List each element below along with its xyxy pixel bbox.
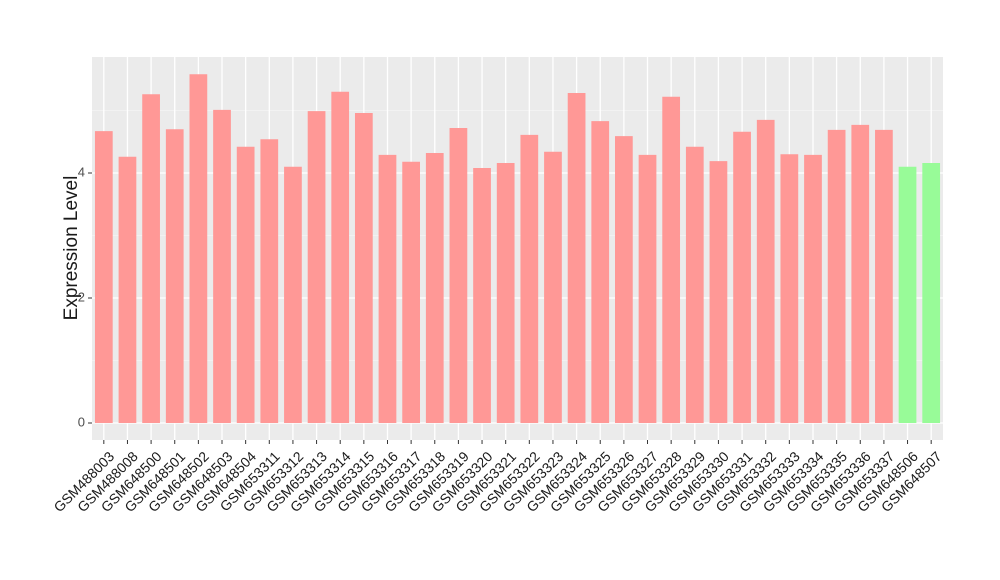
bar [922, 163, 941, 423]
y-axis-label: Expression Level [61, 176, 82, 321]
bar [496, 163, 515, 423]
bar [260, 139, 279, 423]
bar [662, 96, 681, 423]
bar [449, 128, 468, 423]
y-tick-label: 2 [78, 289, 85, 304]
bar [331, 91, 350, 423]
plot-panel [92, 57, 943, 440]
bar [354, 113, 373, 423]
bars [94, 74, 941, 423]
bar [425, 153, 444, 423]
bar [544, 151, 562, 423]
bar [284, 166, 302, 423]
bar [733, 131, 751, 423]
bar [615, 136, 633, 423]
bar [213, 109, 231, 423]
bar [520, 134, 539, 423]
y-tick-label: 0 [78, 414, 85, 429]
bar [473, 168, 491, 423]
bar [804, 154, 822, 423]
bar [875, 129, 893, 423]
bar [402, 161, 420, 423]
bar [236, 146, 255, 423]
bar [685, 146, 704, 423]
bar [851, 124, 870, 423]
bar [827, 129, 846, 423]
bar [591, 121, 610, 423]
bar [165, 129, 184, 423]
bar [709, 161, 728, 423]
bar [378, 154, 397, 423]
bar [780, 154, 799, 423]
bar [307, 111, 326, 423]
bar [94, 131, 113, 423]
bar [189, 74, 208, 423]
bar [142, 94, 160, 423]
bar [898, 166, 917, 423]
y-tick-label: 4 [78, 164, 85, 179]
bar [567, 93, 586, 423]
bar [638, 154, 657, 423]
labels: 024GSM488003GSM488008GSM648500GSM648501G… [50, 164, 944, 515]
bar [118, 156, 137, 423]
bar [756, 119, 775, 423]
